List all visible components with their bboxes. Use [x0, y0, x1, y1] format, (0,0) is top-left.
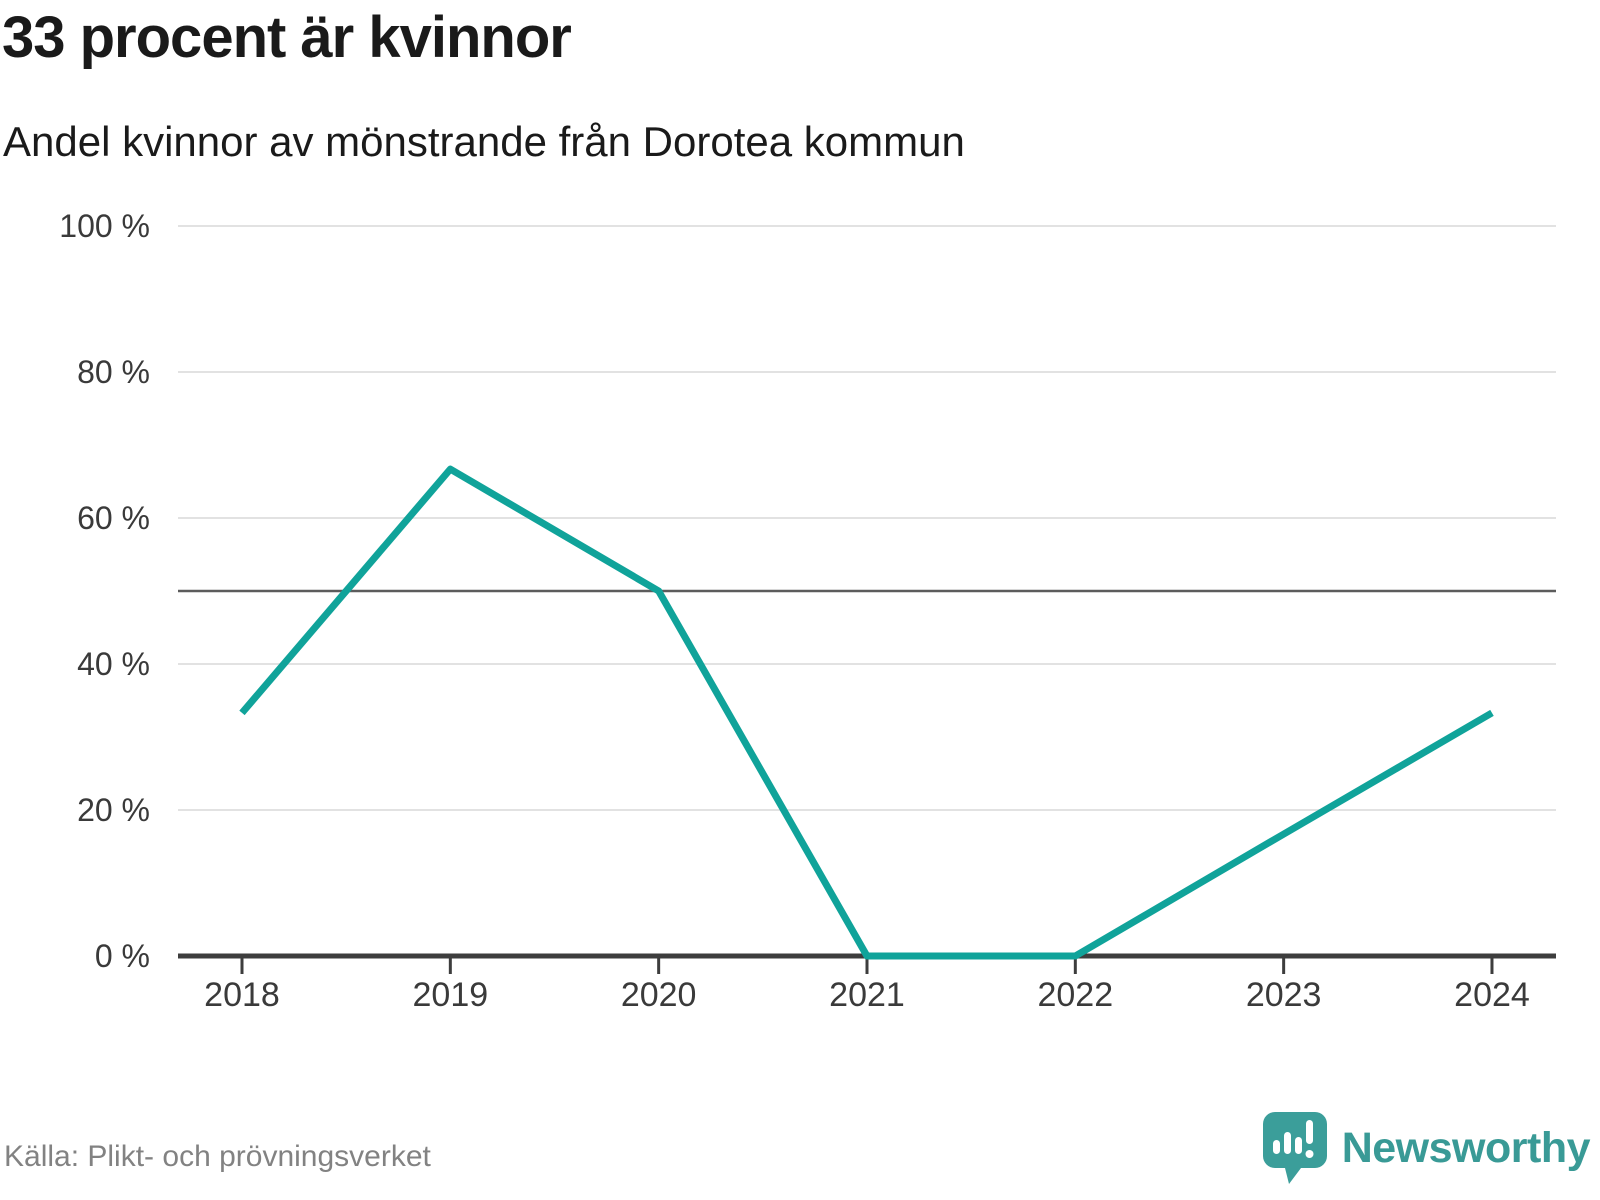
newsworthy-brand: Newsworthy — [1262, 1112, 1591, 1184]
source-label: Källa: Plikt- och prövningsverket — [4, 1140, 431, 1173]
newsworthy-logo-icon — [1262, 1112, 1327, 1184]
logo-bar-tall — [1283, 1132, 1291, 1154]
chart-subtitle: Andel kvinnor av mönstrande från Dorotea… — [3, 118, 965, 165]
x-axis-label-2024: 2024 — [1454, 976, 1530, 1014]
newsworthy-wordmark: Newsworthy — [1341, 1123, 1591, 1172]
line-chart-plot-area: 0 % 20 % 40 % 60 % 80 % 100 % 2018 2019 2020 2021… — [59, 208, 1556, 1014]
x-axis-label-2022: 2022 — [1037, 976, 1113, 1014]
y-axis-label-0: 0 % — [95, 938, 150, 974]
x-axis-label-2023: 2023 — [1246, 976, 1322, 1014]
logo-exclamation-bar — [1305, 1120, 1313, 1144]
y-axis-label-60: 60 % — [77, 500, 150, 536]
x-axis-label-2018: 2018 — [204, 976, 280, 1014]
series-line — [239, 465, 1494, 960]
chart-title: 33 procent är kvinnor — [2, 5, 572, 70]
x-axis-label-2021: 2021 — [829, 976, 905, 1014]
y-axis-label-80: 80 % — [77, 354, 150, 390]
y-axis-label-40: 40 % — [77, 646, 150, 682]
logo-exclamation-dot — [1305, 1150, 1314, 1158]
x-axis-label-2019: 2019 — [413, 976, 489, 1014]
logo-bar-medium — [1294, 1137, 1302, 1154]
y-axis-label-20: 20 % — [77, 792, 150, 828]
x-axis-label-2020: 2020 — [621, 976, 697, 1014]
y-axis-label-100: 100 % — [59, 208, 150, 244]
logo-bar-small — [1272, 1140, 1280, 1154]
